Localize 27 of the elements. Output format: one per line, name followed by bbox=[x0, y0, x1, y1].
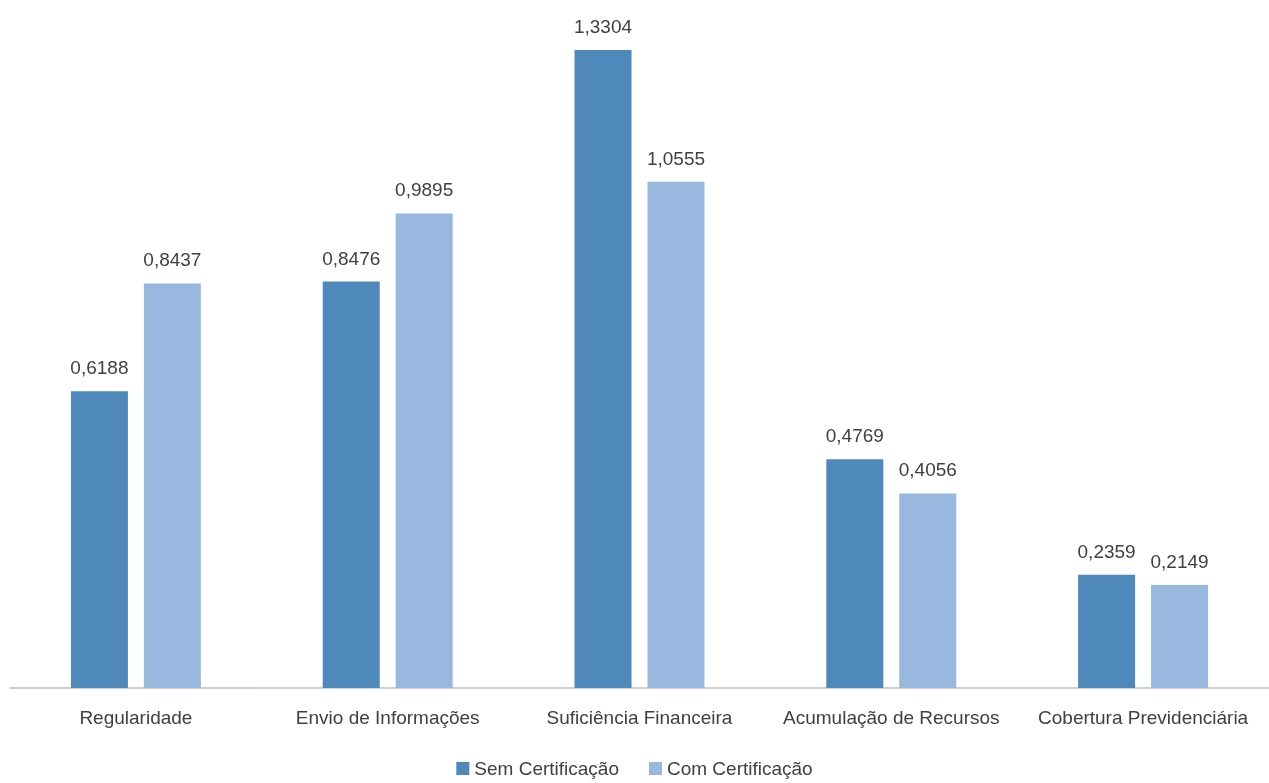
bar bbox=[322, 281, 380, 688]
legend-label: Sem Certificação bbox=[474, 758, 619, 779]
bar bbox=[143, 283, 201, 688]
legend-label: Com Certificação bbox=[666, 758, 813, 779]
x-tick-label: Suficiência Financeira bbox=[546, 707, 733, 728]
bar bbox=[395, 213, 453, 688]
bar bbox=[574, 50, 632, 688]
data-label: 0,9895 bbox=[395, 179, 454, 201]
x-tick-label: Regularidade bbox=[79, 707, 193, 728]
data-label: 0,2149 bbox=[1150, 550, 1209, 572]
data-label: 0,8476 bbox=[322, 247, 381, 269]
bar bbox=[647, 181, 705, 688]
data-label: 0,4769 bbox=[825, 425, 884, 447]
bar bbox=[1151, 584, 1209, 688]
data-label: 1,0555 bbox=[646, 147, 706, 169]
bar bbox=[826, 459, 884, 688]
bar bbox=[899, 493, 957, 688]
x-tick-label: Cobertura Previdenciária bbox=[1038, 707, 1249, 728]
data-label: 1,3304 bbox=[573, 16, 633, 37]
x-tick-label: Acumulação de Recursos bbox=[783, 707, 1000, 728]
x-tick-label: Envio de Informações bbox=[295, 707, 480, 728]
data-label: 0,6188 bbox=[70, 357, 129, 379]
bar bbox=[70, 391, 128, 688]
bar bbox=[1078, 574, 1136, 688]
data-label: 0,8437 bbox=[143, 249, 202, 271]
data-label: 0,4056 bbox=[898, 459, 957, 481]
data-label: 0,2359 bbox=[1077, 540, 1136, 562]
